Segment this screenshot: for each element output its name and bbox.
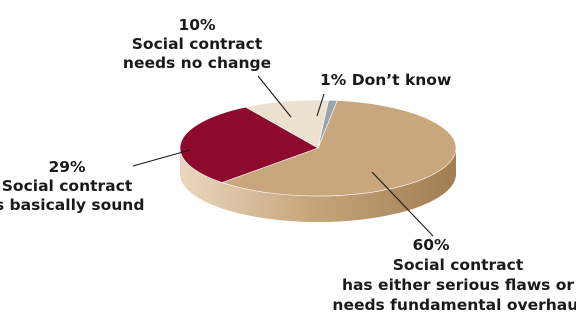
slice-dont-know bbox=[317, 99, 338, 149]
slice-no-change bbox=[244, 99, 329, 149]
leader-flaws bbox=[371, 171, 434, 237]
label-sound-line2: is basically sound bbox=[0, 196, 144, 214]
label-flaws-line1: Social contract bbox=[393, 256, 524, 274]
label-sound-line1: Social contract bbox=[2, 177, 133, 195]
pie-slices bbox=[179, 99, 457, 197]
slice-flaws bbox=[221, 100, 457, 197]
leader-dont-know bbox=[316, 93, 325, 117]
label-no-change-line2: needs no change bbox=[123, 54, 271, 72]
label-flaws-pct: 60% bbox=[412, 236, 450, 254]
slice-sound bbox=[179, 106, 319, 183]
pie-side bbox=[180, 148, 456, 222]
label-no-change-pct: 10% bbox=[178, 16, 216, 34]
label-flaws-line2: has either serious flaws or bbox=[342, 276, 574, 294]
label-dont-know: 1% Don’t know bbox=[320, 71, 451, 89]
label-sound-pct: 29% bbox=[48, 158, 86, 176]
label-no-change-line1: Social contract bbox=[132, 35, 263, 53]
label-flaws-line3: needs fundamental overhaul bbox=[332, 296, 576, 314]
leader-sound bbox=[132, 149, 191, 167]
leader-no-change bbox=[257, 75, 292, 118]
